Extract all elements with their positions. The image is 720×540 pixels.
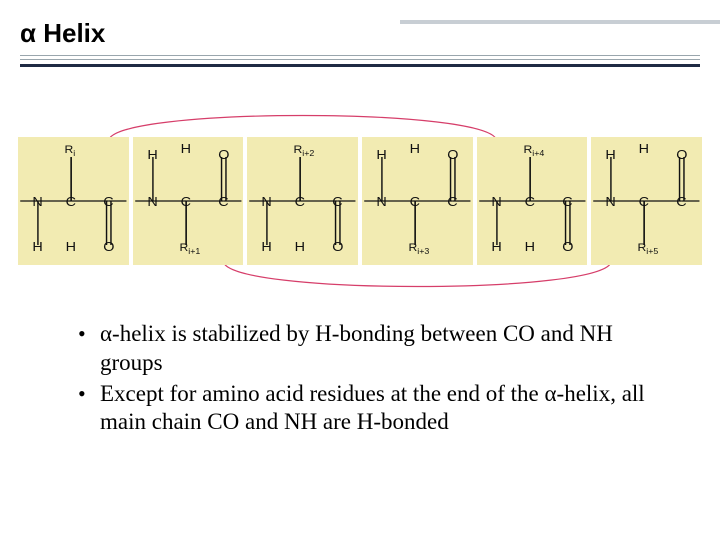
svg-text:O: O bbox=[677, 148, 688, 162]
svg-text:N: N bbox=[32, 195, 42, 209]
residue-strip: N H C H Ri C O N H C H Ri+1 bbox=[18, 137, 702, 265]
title-rules bbox=[20, 55, 700, 73]
bullet-item: Except for amino acid residues at the en… bbox=[78, 380, 660, 438]
svg-text:O: O bbox=[218, 148, 229, 162]
title-block: α Helix bbox=[0, 0, 720, 75]
svg-text:N: N bbox=[606, 195, 616, 209]
svg-text:Ri: Ri bbox=[64, 144, 75, 158]
svg-text:C: C bbox=[66, 195, 76, 209]
svg-text:Ri+5: Ri+5 bbox=[638, 242, 659, 256]
svg-text:C: C bbox=[524, 195, 534, 209]
header-accent bbox=[400, 20, 720, 24]
residue: N H C H Ri C O bbox=[18, 137, 129, 265]
svg-text:C: C bbox=[677, 195, 687, 209]
svg-text:O: O bbox=[447, 148, 458, 162]
svg-text:N: N bbox=[376, 195, 386, 209]
svg-text:H: H bbox=[491, 240, 501, 254]
svg-text:H: H bbox=[66, 240, 76, 254]
svg-text:H: H bbox=[147, 148, 157, 162]
svg-text:H: H bbox=[295, 240, 305, 254]
svg-text:H: H bbox=[32, 240, 42, 254]
svg-text:C: C bbox=[180, 195, 190, 209]
residue: N H C H Ri+2 C O bbox=[247, 137, 358, 265]
residue: N H C H Ri+5 C O bbox=[591, 137, 702, 265]
peptide-diagram: N H C H Ri C O N H C H Ri+1 bbox=[18, 101, 702, 301]
svg-text:C: C bbox=[218, 195, 228, 209]
svg-text:H: H bbox=[639, 142, 649, 156]
svg-text:O: O bbox=[562, 240, 573, 254]
svg-text:H: H bbox=[376, 148, 386, 162]
svg-text:Ri+1: Ri+1 bbox=[179, 242, 200, 256]
bullet-list: α-helix is stabilized by H-bonding betwe… bbox=[78, 320, 660, 439]
svg-text:C: C bbox=[410, 195, 420, 209]
svg-text:H: H bbox=[524, 240, 534, 254]
svg-text:H: H bbox=[262, 240, 272, 254]
svg-text:Ri+3: Ri+3 bbox=[408, 242, 429, 256]
bullet-item: α-helix is stabilized by H-bonding betwe… bbox=[78, 320, 660, 378]
svg-text:C: C bbox=[295, 195, 305, 209]
svg-text:O: O bbox=[333, 240, 344, 254]
svg-text:Ri+4: Ri+4 bbox=[523, 144, 544, 158]
svg-text:N: N bbox=[262, 195, 272, 209]
svg-text:C: C bbox=[562, 195, 572, 209]
svg-text:C: C bbox=[333, 195, 343, 209]
svg-text:H: H bbox=[180, 142, 190, 156]
svg-text:C: C bbox=[103, 195, 113, 209]
svg-text:N: N bbox=[147, 195, 157, 209]
svg-text:H: H bbox=[410, 142, 420, 156]
svg-text:C: C bbox=[447, 195, 457, 209]
residue: N H C H Ri+3 C O bbox=[362, 137, 473, 265]
svg-text:O: O bbox=[103, 240, 114, 254]
svg-text:C: C bbox=[639, 195, 649, 209]
residue: N H C H Ri+1 C O bbox=[133, 137, 244, 265]
svg-text:Ri+2: Ri+2 bbox=[294, 144, 315, 158]
svg-text:N: N bbox=[491, 195, 501, 209]
residue: N H C H Ri+4 C O bbox=[477, 137, 588, 265]
svg-text:H: H bbox=[606, 148, 616, 162]
